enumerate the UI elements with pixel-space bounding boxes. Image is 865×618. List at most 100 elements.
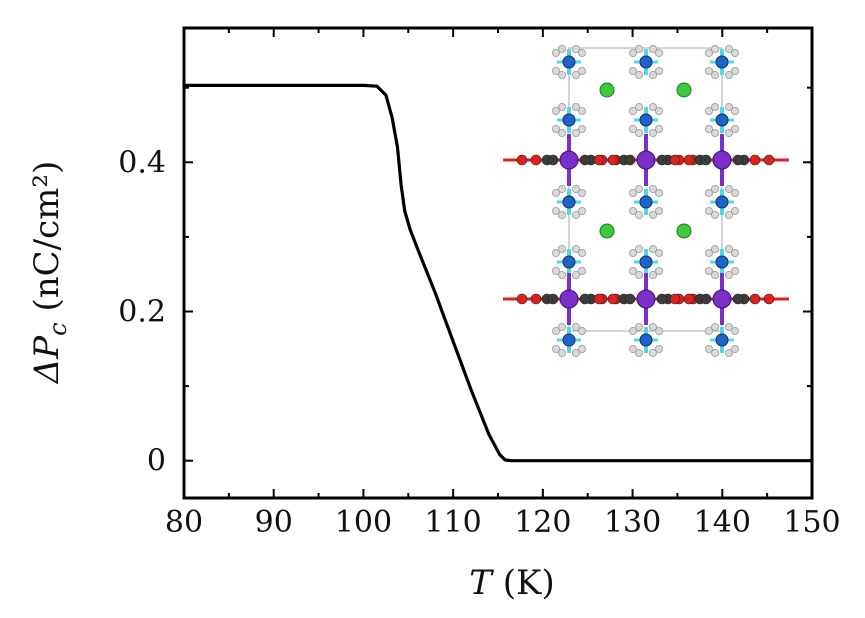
ligand-atom bbox=[607, 154, 619, 166]
hydrogen-atom bbox=[731, 344, 740, 353]
metal-atom bbox=[712, 150, 732, 170]
hydrogen-atom bbox=[649, 45, 658, 54]
hydrogen-atom bbox=[572, 103, 581, 112]
nitrogen-atom bbox=[562, 195, 576, 209]
y-tick-labels: 0 0.2 0.4 bbox=[118, 145, 166, 478]
hydrogen-atom bbox=[629, 67, 638, 76]
hydrogen-atom bbox=[731, 206, 740, 215]
hydrogen-atom bbox=[635, 45, 644, 54]
hydrogen-atom bbox=[635, 128, 644, 137]
x-axis-variable: T bbox=[469, 563, 494, 603]
hydrogen-atom bbox=[552, 67, 561, 76]
ligand-atom bbox=[607, 293, 619, 305]
hydrogen-atom bbox=[705, 49, 714, 58]
hydrogen-atom bbox=[578, 49, 587, 58]
hydrogen-atom bbox=[635, 348, 644, 357]
hydrogen-atom bbox=[572, 71, 581, 80]
hydrogen-atom bbox=[725, 71, 734, 80]
ligand-atom bbox=[579, 293, 591, 305]
hydrogen-atom bbox=[635, 184, 644, 193]
metal-atom bbox=[712, 289, 732, 309]
hydrogen-atom bbox=[578, 248, 587, 257]
hydrogen-atom bbox=[552, 49, 561, 58]
ligand-atom bbox=[656, 293, 668, 305]
nitrogen-atom bbox=[715, 195, 729, 209]
chlorine-atom bbox=[599, 223, 615, 239]
hydrogen-atom bbox=[731, 67, 740, 76]
hydrogen-atom bbox=[731, 49, 740, 58]
hydrogen-atom bbox=[629, 107, 638, 116]
hydrogen-atom bbox=[711, 348, 720, 357]
y-tick-label: 0.2 bbox=[118, 294, 166, 329]
nitrogen-atom bbox=[562, 333, 576, 347]
nitrogen-atom bbox=[715, 333, 729, 347]
x-tick-label: 130 bbox=[604, 505, 661, 540]
hydrogen-atom bbox=[552, 206, 561, 215]
ligand-atom bbox=[593, 293, 605, 305]
ligand-atom bbox=[547, 293, 559, 305]
x-tick-label: 120 bbox=[514, 505, 571, 540]
nitrogen-atom bbox=[639, 55, 653, 69]
hydrogen-atom bbox=[558, 71, 567, 80]
hydrogen-atom bbox=[635, 210, 644, 219]
hydrogen-atom bbox=[572, 45, 581, 54]
hydrogen-atom bbox=[629, 206, 638, 215]
hydrogen-atom bbox=[629, 125, 638, 134]
nitrogen-atom bbox=[639, 195, 653, 209]
hydrogen-atom bbox=[655, 188, 664, 197]
hydrogen-atom bbox=[649, 103, 658, 112]
hydrogen-atom bbox=[578, 266, 587, 275]
ligand-atom bbox=[700, 154, 712, 166]
ligand-atom bbox=[579, 154, 591, 166]
hydrogen-atom bbox=[578, 67, 587, 76]
hydrogen-atom bbox=[578, 326, 587, 335]
y-axis-label: ΔPc (nC/cm²) bbox=[27, 161, 72, 386]
hydrogen-atom bbox=[711, 322, 720, 331]
hydrogen-atom bbox=[725, 184, 734, 193]
x-tick-label: 140 bbox=[694, 505, 751, 540]
x-tick-label: 90 bbox=[255, 505, 293, 540]
hydrogen-atom bbox=[552, 248, 561, 257]
ligand-atom bbox=[516, 293, 528, 305]
hydrogen-atom bbox=[558, 103, 567, 112]
hydrogen-atom bbox=[711, 270, 720, 279]
hydrogen-atom bbox=[725, 348, 734, 357]
hydrogen-atom bbox=[705, 206, 714, 215]
hydrogen-atom bbox=[711, 103, 720, 112]
hydrogen-atom bbox=[558, 270, 567, 279]
hydrogen-atom bbox=[731, 125, 740, 134]
hydrogen-atom bbox=[552, 266, 561, 275]
hydrogen-atom bbox=[558, 128, 567, 137]
hydrogen-atom bbox=[578, 107, 587, 116]
hydrogen-atom bbox=[725, 128, 734, 137]
metal-atom bbox=[559, 150, 579, 170]
hydrogen-atom bbox=[629, 326, 638, 335]
ligand-atom bbox=[732, 293, 744, 305]
hydrogen-atom bbox=[655, 107, 664, 116]
metal-atom bbox=[636, 289, 656, 309]
hydrogen-atom bbox=[629, 266, 638, 275]
hydrogen-atom bbox=[655, 344, 664, 353]
hydrogen-atom bbox=[649, 71, 658, 80]
ligand-atom bbox=[530, 293, 542, 305]
ligand-atom bbox=[530, 154, 542, 166]
hydrogen-atom bbox=[705, 266, 714, 275]
nitrogen-atom bbox=[639, 113, 653, 127]
ligand-atom bbox=[669, 293, 681, 305]
hydrogen-atom bbox=[558, 322, 567, 331]
hydrogen-atom bbox=[731, 266, 740, 275]
hydrogen-atom bbox=[711, 71, 720, 80]
hydrogen-atom bbox=[725, 45, 734, 54]
nitrogen-atom bbox=[639, 333, 653, 347]
hydrogen-atom bbox=[558, 45, 567, 54]
hydrogen-atom bbox=[578, 206, 587, 215]
hydrogen-atom bbox=[725, 103, 734, 112]
hydrogen-atom bbox=[655, 125, 664, 134]
hydrogen-atom bbox=[649, 244, 658, 253]
hydrogen-atom bbox=[705, 326, 714, 335]
nitrogen-atom bbox=[562, 113, 576, 127]
ligand-atom bbox=[683, 154, 695, 166]
hydrogen-atom bbox=[705, 188, 714, 197]
hydrogen-atom bbox=[635, 244, 644, 253]
hydrogen-atom bbox=[572, 244, 581, 253]
